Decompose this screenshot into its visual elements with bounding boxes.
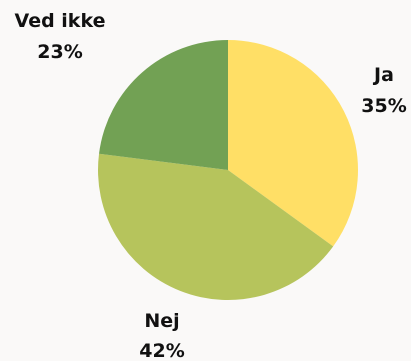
pie-slice-nej [98,153,334,300]
slice-percent-ja: 35% [361,95,406,117]
pie-slice-ved-ikke [99,40,228,170]
slice-label-ja: Ja 35% [361,64,406,117]
pie-slice-ja [228,40,358,247]
slice-name-ved-ikke: Ved ikke [15,10,106,32]
pie-slices [98,40,358,300]
slice-name-nej: Nej [144,310,179,332]
slice-percent-nej: 42% [139,340,184,361]
slice-label-ved-ikke: Ved ikke 23% [15,10,106,63]
slice-name-ja: Ja [372,64,394,86]
slice-percent-ved-ikke: 23% [37,41,82,63]
slice-label-nej: Nej 42% [139,310,184,361]
